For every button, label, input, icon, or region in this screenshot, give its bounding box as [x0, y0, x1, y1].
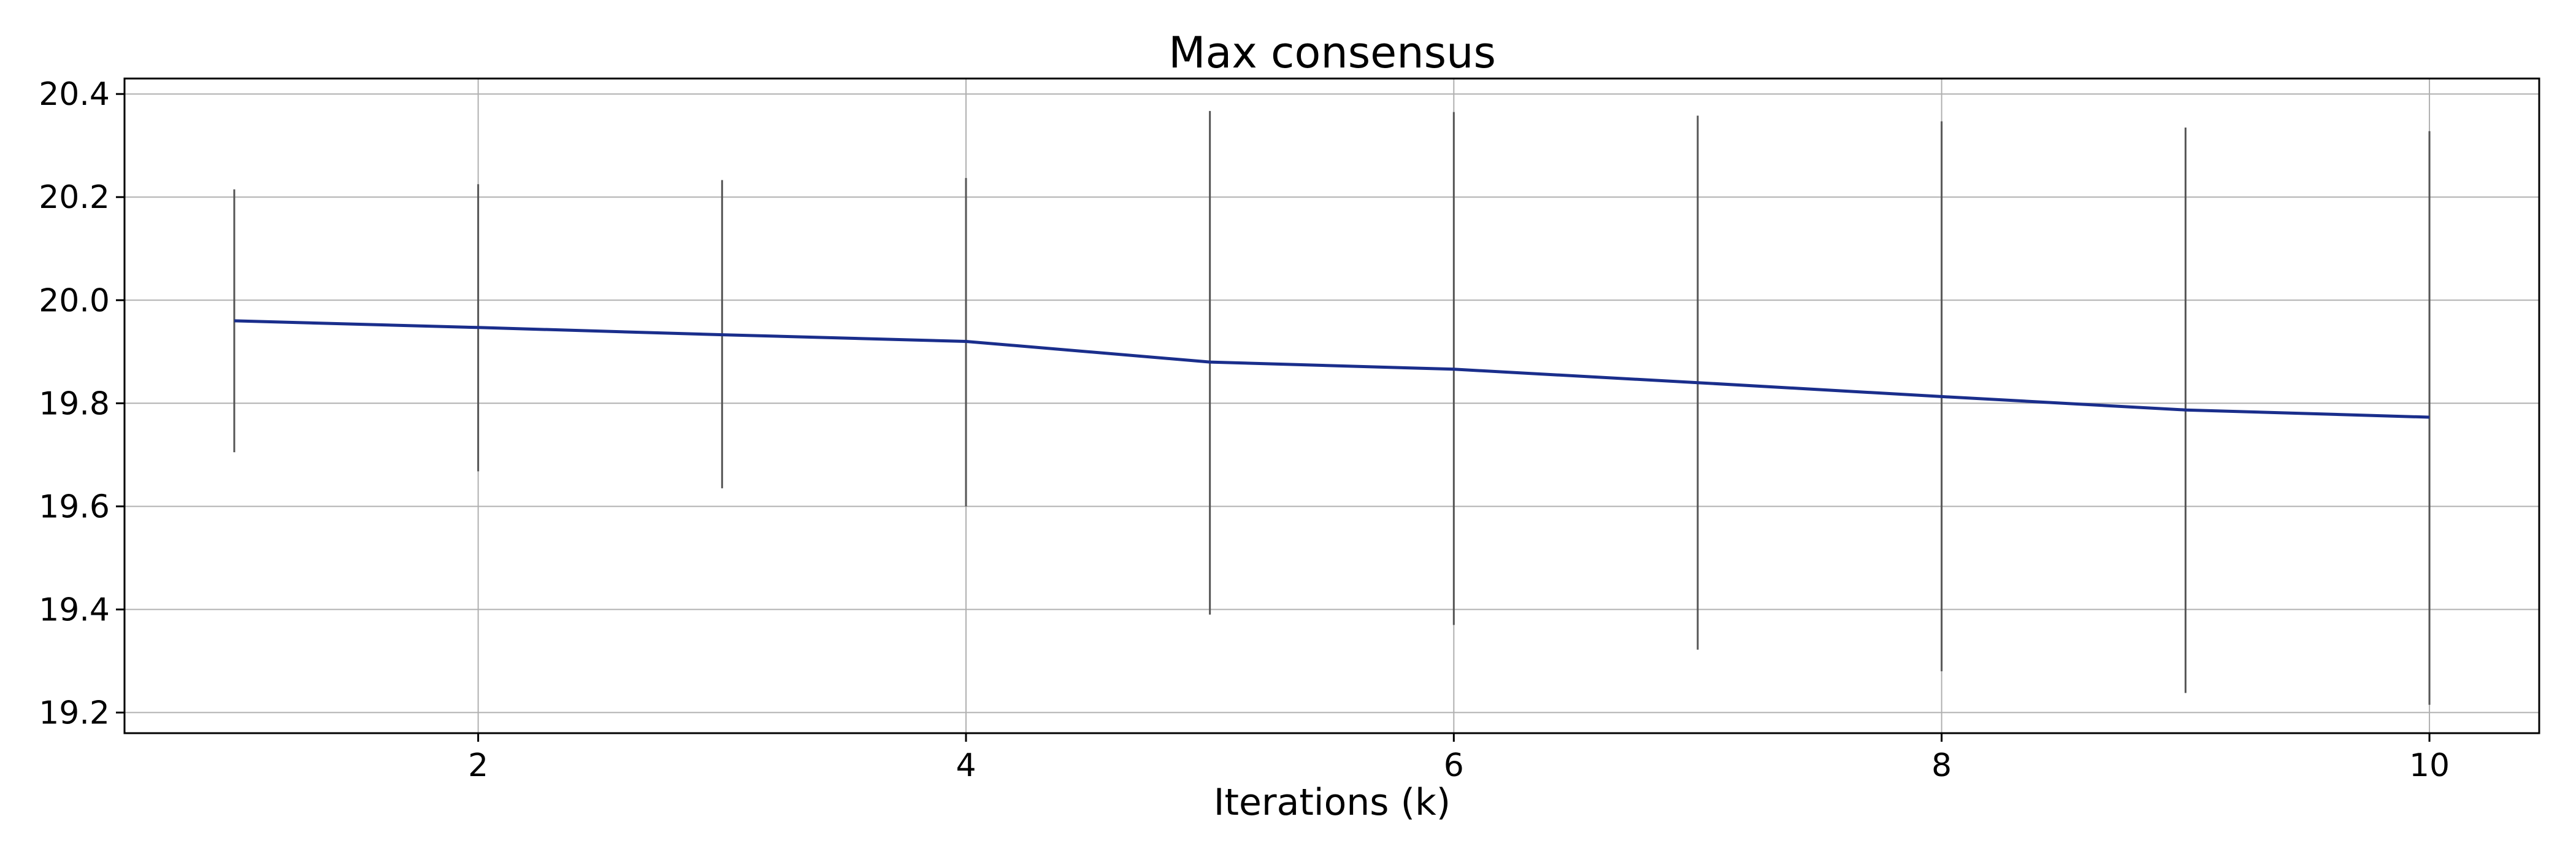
chart-title: Max consensus: [1168, 28, 1496, 78]
x-tick-label: 10: [2409, 747, 2450, 784]
x-tick-label: 4: [956, 747, 976, 784]
series-lines: [234, 319, 2430, 419]
y-tick-label: 20.2: [39, 179, 110, 216]
x-tick-label: 2: [468, 747, 488, 784]
series-line: [234, 319, 2430, 419]
x-axis-ticks: 2 4 6 8 10: [468, 733, 2450, 784]
y-tick-label: 19.8: [39, 385, 110, 422]
y-axis-ticks: 19.2 19.4 19.6 19.8 20.0 20.2 20.4: [39, 76, 125, 731]
y-tick-label: 19.2: [39, 695, 110, 731]
x-tick-label: 6: [1444, 747, 1464, 784]
grid: [125, 79, 2539, 733]
y-tick-label: 20.4: [39, 76, 110, 113]
y-tick-label: 19.4: [39, 591, 110, 628]
x-tick-label: 8: [1931, 747, 1952, 784]
y-tick-label: 19.6: [39, 488, 110, 525]
y-tick-label: 20.0: [39, 282, 110, 319]
plot-frame: [123, 77, 2540, 734]
x-axis-title: Iterations (k): [1214, 781, 1451, 824]
